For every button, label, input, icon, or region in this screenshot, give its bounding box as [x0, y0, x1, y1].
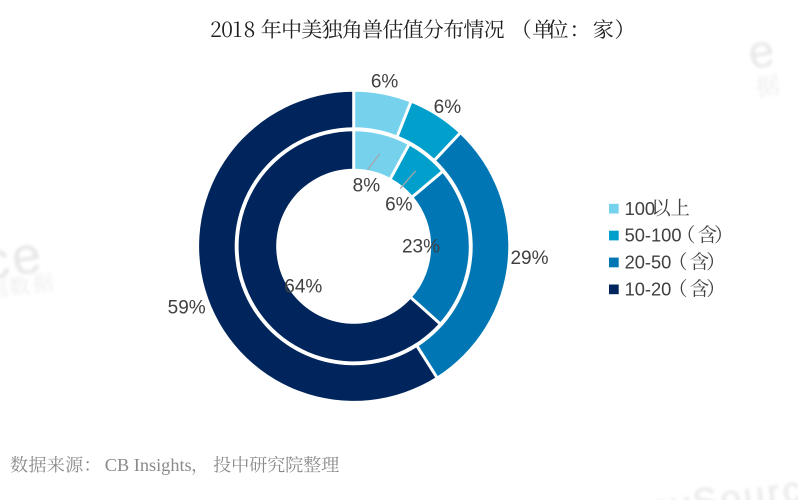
- svg-text:6%: 6%: [434, 97, 462, 118]
- svg-text:29%: 29%: [510, 248, 548, 269]
- svg-text:20-50: 20-50: [625, 252, 672, 273]
- svg-text:6%: 6%: [385, 195, 413, 216]
- svg-text:6%: 6%: [371, 72, 399, 93]
- svg-text:64%: 64%: [284, 277, 322, 298]
- svg-text:23%: 23%: [402, 237, 440, 258]
- svg-text:59%: 59%: [168, 298, 206, 319]
- svg-text:8%: 8%: [353, 176, 381, 197]
- svg-text:100: 100: [625, 198, 656, 219]
- svg-text:10-20: 10-20: [625, 279, 672, 300]
- svg-text:50-100: 50-100: [625, 225, 682, 246]
- svg-text:CB Insights: CB Insights: [105, 455, 192, 475]
